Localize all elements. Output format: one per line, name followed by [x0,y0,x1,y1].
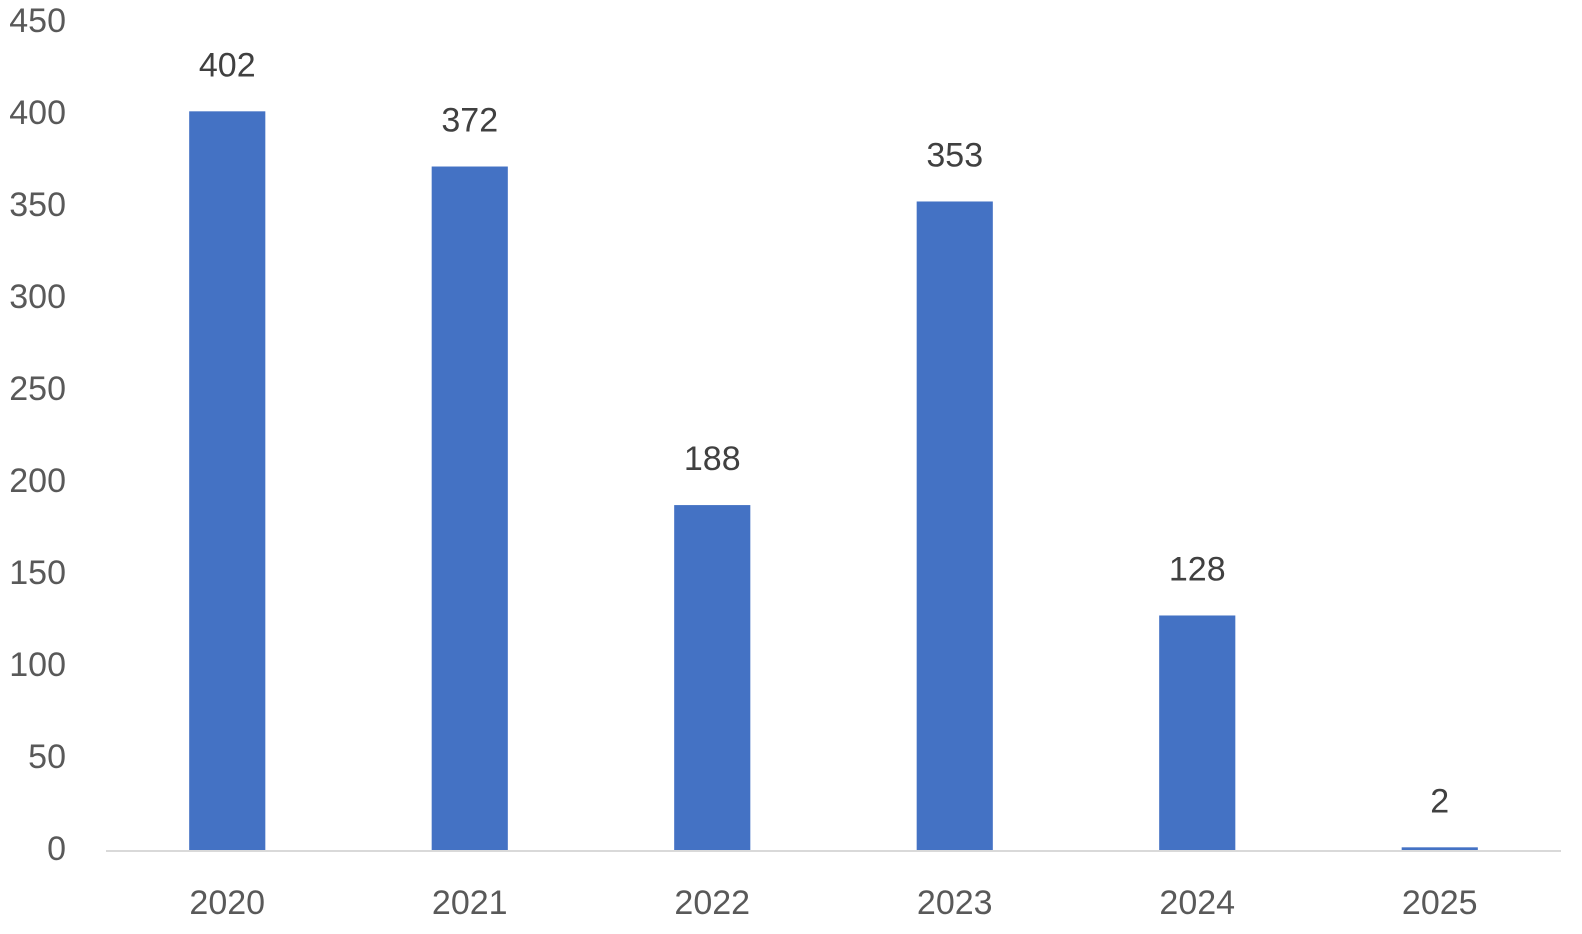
data-label: 353 [926,136,983,174]
bar [1401,847,1478,851]
y-tick-label: 450 [9,2,66,40]
bar [674,505,751,851]
x-tick-label: 2024 [1159,884,1235,922]
y-tick-label: 0 [47,830,66,868]
bar [1159,615,1236,851]
x-tick-label: 2025 [1402,884,1478,922]
bar [431,166,508,851]
y-tick-label: 50 [28,738,66,776]
y-tick-label: 250 [9,370,66,408]
data-label: 402 [199,46,256,84]
data-label: 2 [1430,782,1449,820]
y-tick-label: 350 [9,186,66,224]
y-tick-label: 100 [9,646,66,684]
x-tick-label: 2022 [674,884,750,922]
y-tick-label: 400 [9,94,66,132]
y-tick-label: 200 [9,462,66,500]
data-label: 128 [1169,550,1226,588]
data-label: 372 [441,102,498,140]
bar [189,111,266,851]
x-tick-label: 2020 [189,884,265,922]
y-tick-label: 150 [9,554,66,592]
x-tick-label: 2021 [432,884,508,922]
y-tick-label: 300 [9,278,66,316]
x-tick-label: 2023 [917,884,993,922]
bar [916,201,993,852]
data-label: 188 [684,440,741,478]
